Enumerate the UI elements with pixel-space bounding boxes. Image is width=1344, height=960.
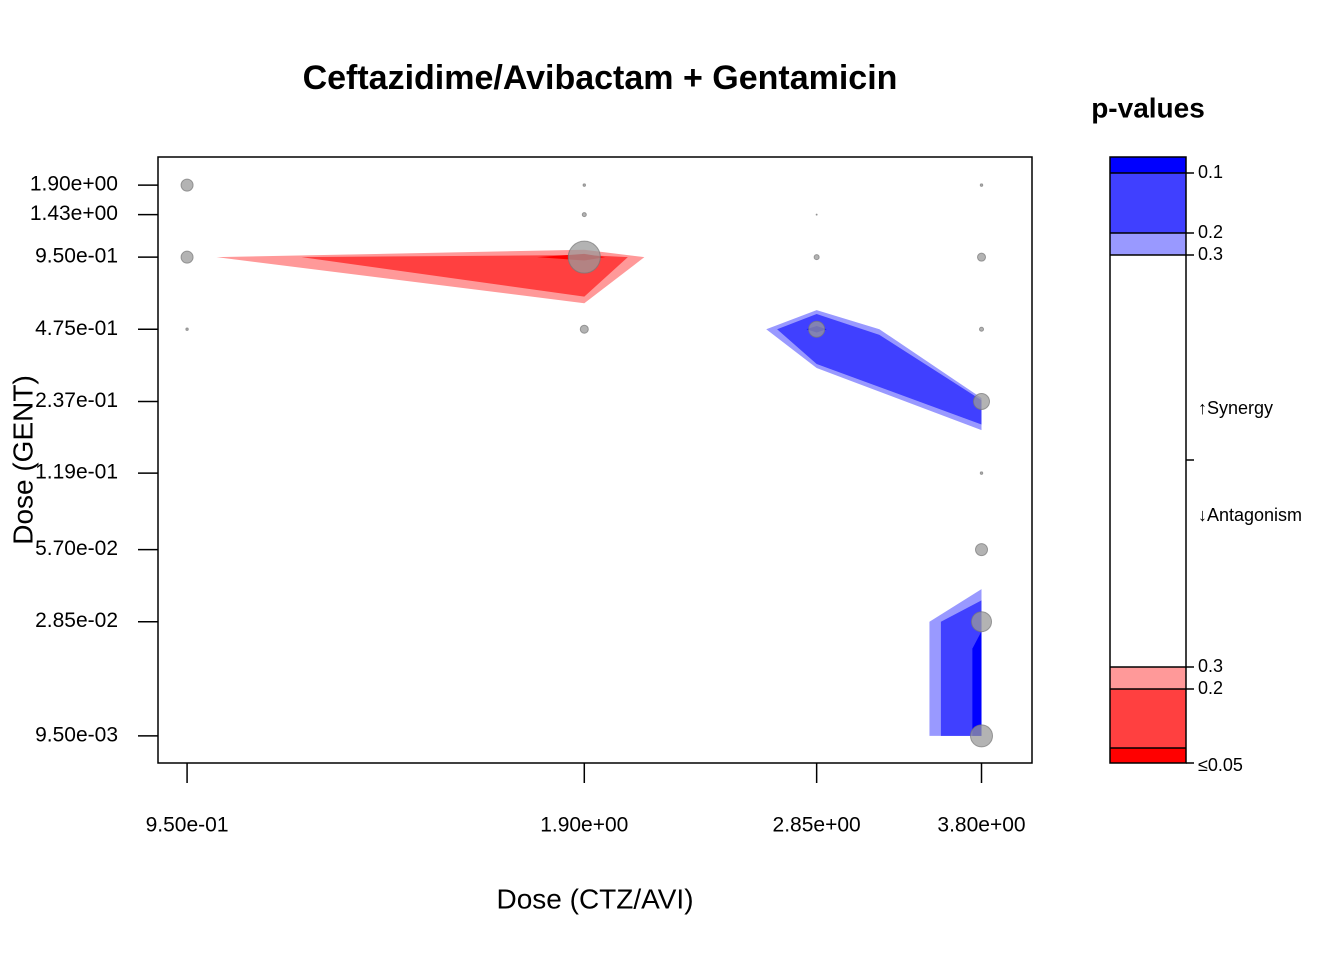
legend-swatch xyxy=(1110,157,1186,173)
y-tick-label: 2.85e-02 xyxy=(35,609,118,632)
bubble xyxy=(971,611,993,633)
legend-tick-label: 0.3 xyxy=(1198,244,1223,264)
legend-swatch xyxy=(1110,748,1186,763)
x-tick-label: 3.80e+00 xyxy=(937,814,1025,837)
bubble xyxy=(815,213,818,216)
legend-swatch xyxy=(1110,173,1186,233)
legend-tick-label: 0.2 xyxy=(1198,678,1223,698)
bubble xyxy=(979,326,985,332)
legend-title: p-values xyxy=(1091,92,1205,123)
bubble xyxy=(979,471,984,475)
y-tick-label: 2.37e-01 xyxy=(35,389,118,412)
legend-swatch xyxy=(1110,667,1186,689)
legend-swatch xyxy=(1110,689,1186,748)
y-tick-label: 4.75e-01 xyxy=(35,317,118,340)
synergy-label: ↑Synergy xyxy=(1198,398,1273,418)
bubble xyxy=(973,393,991,411)
legend-tick-label: ≤0.05 xyxy=(1198,755,1243,775)
y-tick-label: 1.90e+00 xyxy=(30,173,118,196)
x-tick-label: 1.90e+00 xyxy=(540,814,628,837)
bubble xyxy=(975,543,989,557)
y-tick-label: 5.70e-02 xyxy=(35,537,118,560)
x-tick-label: 9.50e-01 xyxy=(146,814,229,837)
y-tick-label: 9.50e-01 xyxy=(35,245,118,268)
bubble xyxy=(970,724,994,748)
bubble xyxy=(185,327,189,331)
plot-frame xyxy=(157,156,1033,764)
y-tick-label: 9.50e-03 xyxy=(35,723,118,746)
bubble xyxy=(581,212,587,218)
x-tick-label: 2.85e+00 xyxy=(773,814,861,837)
region xyxy=(777,313,982,425)
x-axis-label: Dose (CTZ/AVI) xyxy=(496,883,693,914)
bubble xyxy=(567,240,601,274)
bubble xyxy=(579,324,589,334)
bubble xyxy=(180,250,194,264)
chart-title: Ceftazidime/Avibactam + Gentamicin xyxy=(303,59,898,97)
region xyxy=(301,255,628,297)
bubble xyxy=(979,183,984,187)
legend-tick-label: 0.2 xyxy=(1198,222,1223,242)
bubble xyxy=(813,254,820,261)
bubble xyxy=(582,183,586,187)
legend-tick-label: 0.1 xyxy=(1198,162,1223,182)
legend-swatch xyxy=(1110,233,1186,255)
antagonism-label: ↓Antagonism xyxy=(1198,505,1302,525)
bubble xyxy=(180,178,194,192)
y-tick-label: 1.43e+00 xyxy=(30,202,118,225)
legend-tick-label: 0.3 xyxy=(1198,656,1223,676)
y-tick-label: 1.19e-01 xyxy=(35,461,118,484)
region xyxy=(940,600,982,736)
region xyxy=(972,631,982,736)
y-axis-label: Dose (GENT) xyxy=(7,375,38,545)
bubble xyxy=(808,320,826,338)
bubble xyxy=(977,252,987,262)
